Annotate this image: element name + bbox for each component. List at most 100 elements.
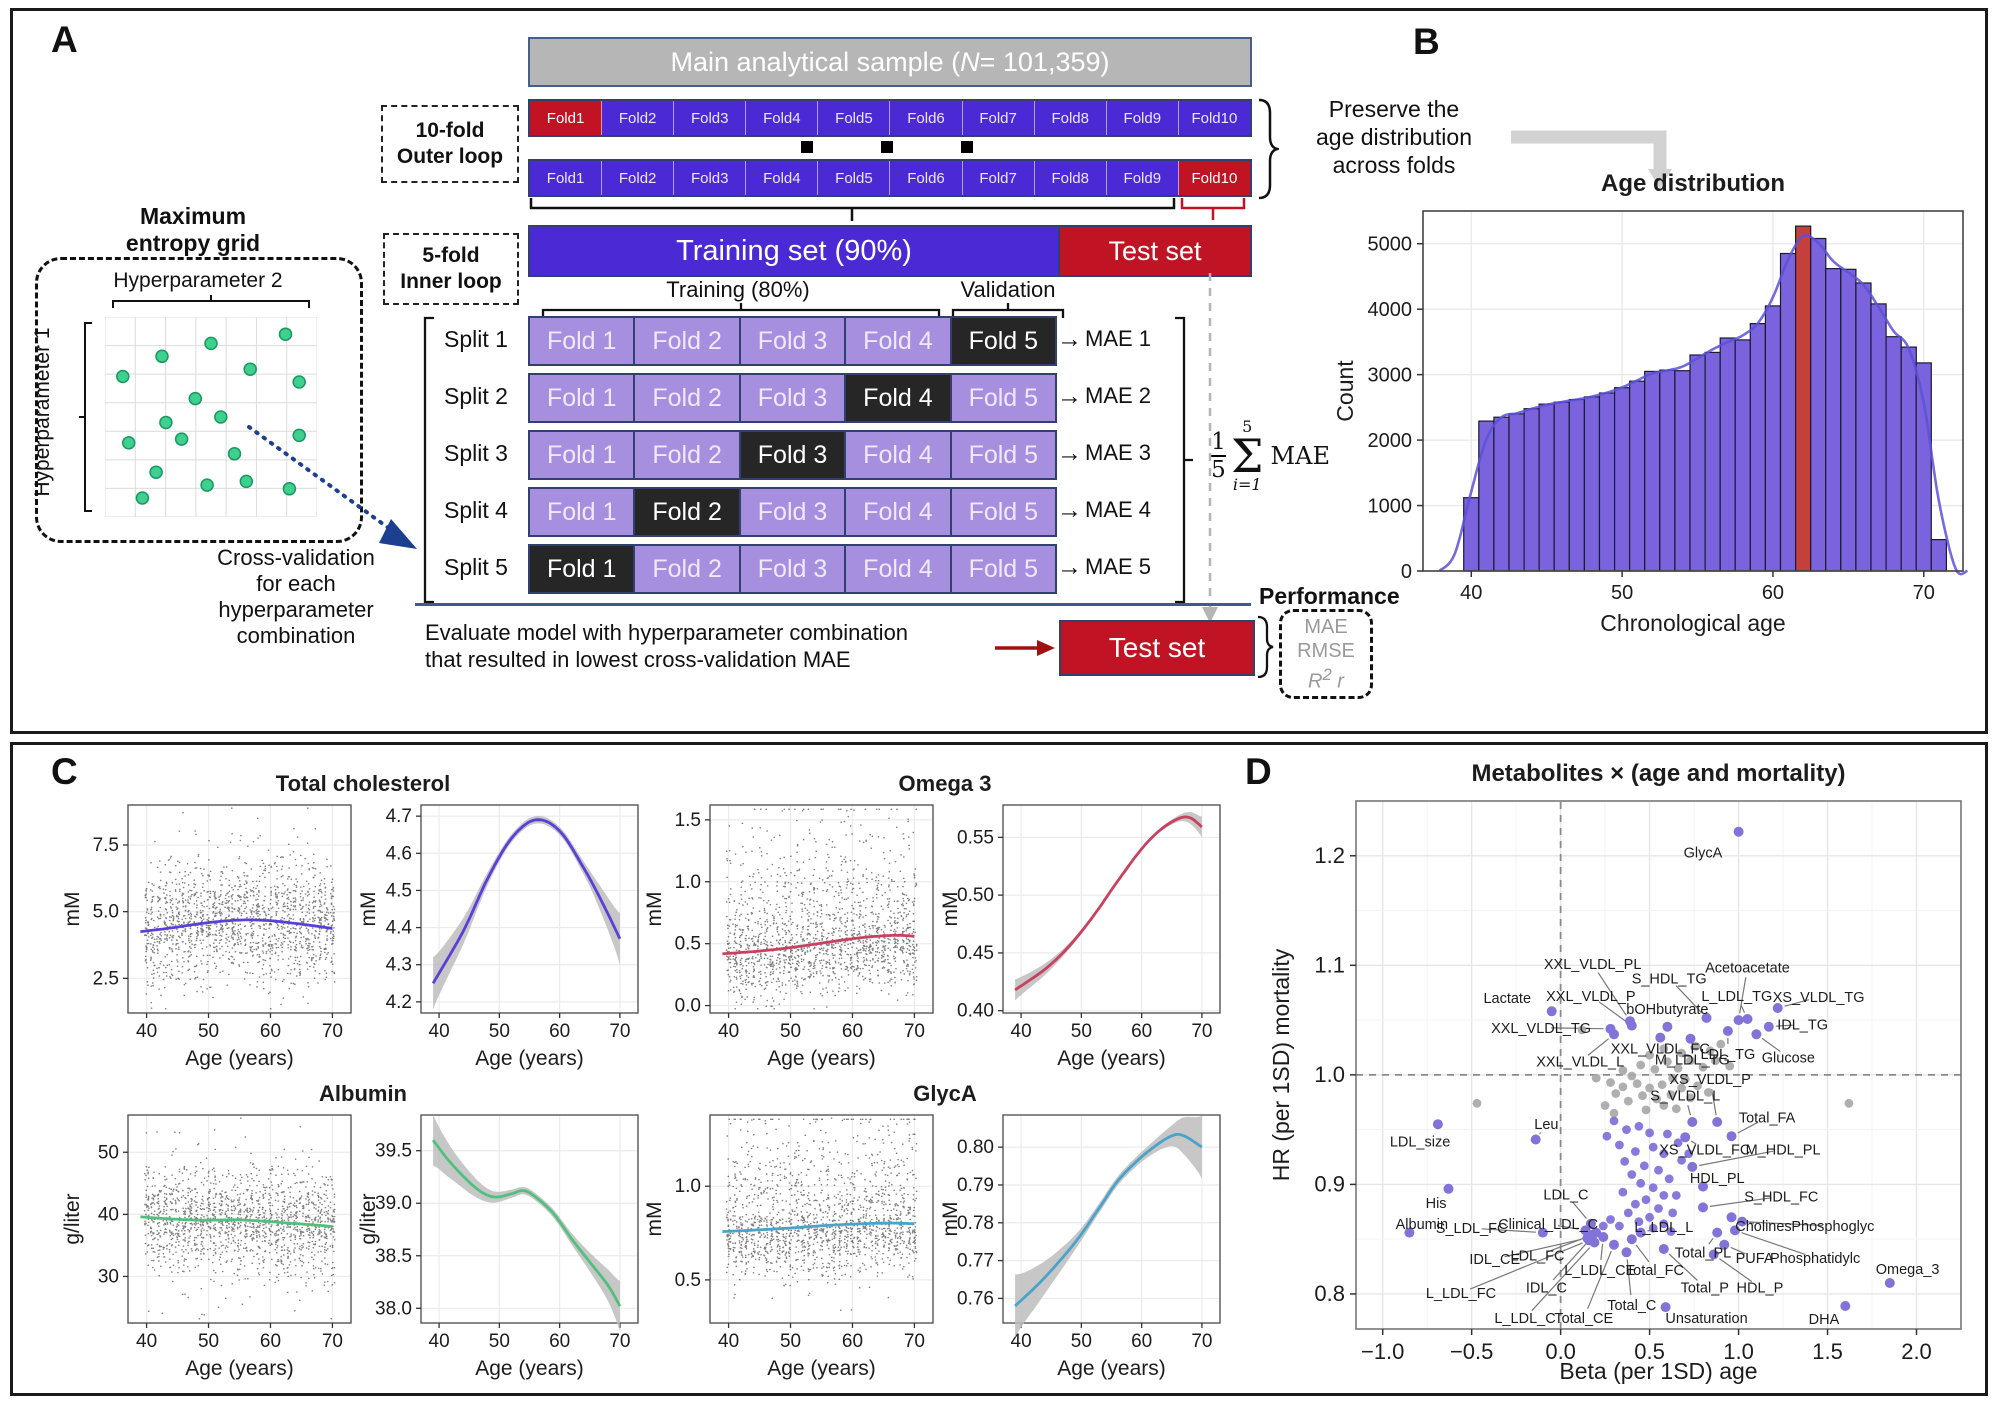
split-row: Split 4 Fold 1 Fold 2 Fold 3 Fold 4 Fold 5 → MA… <box>13 487 1985 537</box>
panel-b-label: B <box>1413 21 1440 62</box>
grid-dot <box>214 410 228 424</box>
metabolite-label: S_VLDL_L <box>1650 1089 1720 1105</box>
metabolite-point <box>1660 1302 1671 1313</box>
inner-fold-cell: Fold 4 <box>846 489 952 535</box>
svg-text:50: 50 <box>1071 1021 1092 1042</box>
hyperparameter1-brace <box>79 322 92 512</box>
inner-fold-cell: Fold 4 <box>846 432 952 478</box>
grid-dot <box>149 465 163 479</box>
split-arrow-icon: → <box>1057 552 1082 581</box>
inner-fold-cell: Fold 2 <box>635 318 741 364</box>
inner-fold-cell: Fold 1 <box>530 546 636 592</box>
svg-text:0.8: 0.8 <box>1314 1281 1345 1306</box>
split-label: Split 5 <box>444 553 508 580</box>
svg-text:0.76: 0.76 <box>957 1288 994 1309</box>
svg-text:50: 50 <box>1611 582 1633 604</box>
outer-fold-cell: Fold5 <box>818 101 891 135</box>
svg-text:60: 60 <box>260 1331 281 1352</box>
svg-text:50: 50 <box>1071 1331 1092 1352</box>
metabolite-label: Total_PL <box>1675 1245 1731 1261</box>
outer-fold-cell: Fold2 <box>602 161 675 195</box>
main-sample-n: N <box>960 46 980 77</box>
entropy-grid-plot <box>105 317 317 517</box>
entropy-grid-title: Maximum entropy grid <box>53 203 333 257</box>
svg-text:1.0: 1.0 <box>1314 1062 1345 1087</box>
validation-label: Validation <box>960 277 1056 302</box>
r2-base: R <box>1308 670 1323 693</box>
grid-dot <box>135 491 150 505</box>
split-fold-cells: Fold 1 Fold 2 Fold 3 Fold 4 Fold 5 <box>528 430 1057 480</box>
inner-fold-cell: Fold 1 <box>530 489 636 535</box>
svg-text:0.80: 0.80 <box>957 1137 994 1158</box>
metabolite-point <box>1884 1278 1895 1288</box>
cv-line1: Cross-validation <box>217 545 375 570</box>
panel-c-label: C <box>51 751 78 792</box>
metabolite-label: XS_VLDL_FC <box>1659 1142 1750 1158</box>
split-label: Split 1 <box>444 325 508 352</box>
svg-text:mM: mM <box>939 1202 962 1237</box>
svg-text:40: 40 <box>718 1331 739 1352</box>
metabolite-label: XXL_VLDL_PL <box>1544 957 1642 973</box>
svg-text:39.0: 39.0 <box>375 1193 412 1214</box>
svg-text:1.2: 1.2 <box>1314 843 1345 868</box>
metabolite-label: HDL_PL <box>1690 1171 1745 1187</box>
svg-text:50: 50 <box>489 1331 510 1352</box>
svg-text:0.79: 0.79 <box>957 1175 994 1196</box>
metabolite-label: Albumin <box>1396 1217 1448 1233</box>
metabolite-point <box>1763 1021 1774 1032</box>
split-mae-label: MAE 1 <box>1085 326 1152 351</box>
metabolite-point <box>1772 1003 1783 1013</box>
svg-text:0.45: 0.45 <box>957 943 994 964</box>
inner-fold-cell: Fold 2 <box>635 546 741 592</box>
metabolite-point <box>1730 1225 1740 1236</box>
inner-fold-cell: Fold 2 <box>635 375 741 421</box>
outer-fold-cell: Fold5 <box>818 161 891 195</box>
metabolite-point <box>1443 1183 1454 1194</box>
svg-text:70: 70 <box>1191 1021 1212 1042</box>
grid-dot <box>116 369 130 384</box>
grid-dot <box>278 327 293 341</box>
svg-text:0.40: 0.40 <box>957 1001 994 1022</box>
split-fold-cells: Fold 1 Fold 2 Fold 3 Fold 4 Fold 5 <box>528 544 1057 594</box>
metabolite-label: L_LDL_CE <box>1564 1263 1635 1279</box>
inner-fold-cell: Fold 2 <box>635 432 741 478</box>
metabolite-point <box>1726 1212 1737 1223</box>
svg-text:Age (years): Age (years) <box>475 1357 584 1380</box>
metabolite-label: Total_P <box>1681 1280 1729 1296</box>
svg-text:Age (years): Age (years) <box>475 1047 584 1070</box>
svg-text:2.5: 2.5 <box>93 968 119 989</box>
svg-text:70: 70 <box>322 1331 343 1352</box>
svg-text:0.9: 0.9 <box>1314 1171 1345 1196</box>
grid-dot <box>243 362 257 376</box>
svg-text:60: 60 <box>260 1021 281 1042</box>
split-row: Split 2 Fold 1 Fold 2 Fold 3 Fold 4 Fold 5 → MA… <box>13 373 1985 423</box>
outer-fold-row-top: Fold1 Fold2 Fold3 Fold4 Fold5 Fold6 Fold7 Fold8… <box>528 99 1252 137</box>
metabolite-label: bOHbutyrate <box>1626 1002 1708 1018</box>
inner-loop-label-box: 5-fold Inner loop <box>383 233 519 305</box>
svg-text:Age (years): Age (years) <box>1057 1357 1166 1380</box>
outer-fold-cell: Fold9 <box>1106 101 1179 135</box>
metabolite-point <box>1626 1020 1637 1031</box>
splits-left-bracket <box>423 316 434 604</box>
split-mae-label: MAE 4 <box>1085 497 1152 522</box>
svg-text:40: 40 <box>136 1331 157 1352</box>
svg-text:−1.0: −1.0 <box>1361 1339 1404 1364</box>
grid-title-line2: entropy grid <box>125 230 261 256</box>
fraction-bar <box>1211 455 1226 457</box>
svg-text:Age (years): Age (years) <box>185 1357 294 1380</box>
outer-loop-line2: Outer loop <box>396 145 504 168</box>
svg-text:Metabolites × (age and mortali: Metabolites × (age and mortality) <box>1471 760 1845 787</box>
metabolite-point <box>1698 1181 1708 1192</box>
inner-fold-cell: Fold 5 <box>951 318 1056 364</box>
svg-text:4.2: 4.2 <box>386 992 412 1013</box>
svg-text:4.3: 4.3 <box>386 955 412 976</box>
entropy-grid-box <box>35 257 363 543</box>
svg-text:1000: 1000 <box>1368 496 1413 518</box>
svg-text:50: 50 <box>198 1331 219 1352</box>
svg-text:Omega 3: Omega 3 <box>899 773 992 796</box>
metabolite-point <box>1742 1014 1753 1024</box>
cv-line3: hyperparameter <box>218 597 374 622</box>
metabolite-label: XXL_VLDL_P <box>1546 989 1635 1005</box>
svg-text:39.5: 39.5 <box>375 1141 412 1162</box>
